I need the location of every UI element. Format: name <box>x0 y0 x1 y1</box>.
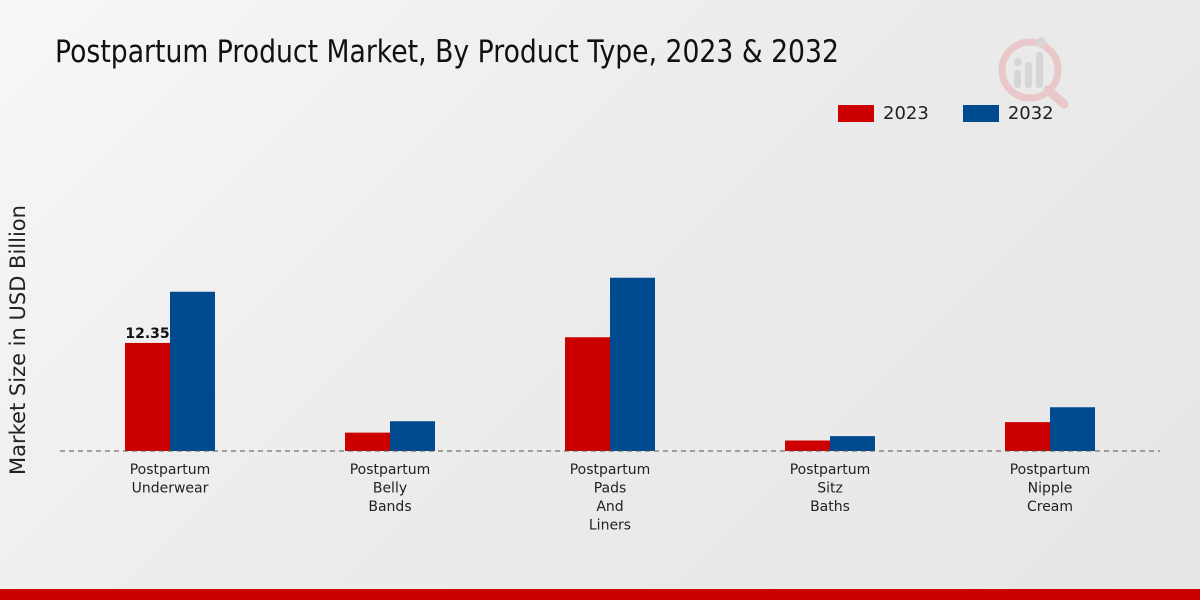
bar-2032-1[interactable] <box>390 421 435 451</box>
brand-logo-icon <box>998 37 1069 109</box>
bar-2032-3[interactable] <box>830 436 875 451</box>
legend-label-2023: 2023 <box>883 103 929 124</box>
legend-swatch-2032 <box>962 105 999 122</box>
legend-swatch-2023 <box>838 105 874 122</box>
x-tick-label-4: Postpartum Nipple Cream <box>1010 462 1091 515</box>
data-label-0: 12.35 <box>125 326 169 342</box>
x-tick-label-2: Postpartum Pads And Liners <box>570 462 651 534</box>
bar-2023-0[interactable] <box>125 342 170 451</box>
bar-2032-4[interactable] <box>1050 407 1095 451</box>
bar-2023-3[interactable] <box>785 440 830 452</box>
bar-2023-2[interactable] <box>565 337 610 451</box>
legend-label-2032: 2032 <box>1007 103 1054 124</box>
bar-2023-4[interactable] <box>1005 422 1050 451</box>
x-tick-label-1: Postpartum Belly Bands <box>350 462 431 515</box>
x-tick-label-3: Postpartum Sitz Baths <box>790 462 871 515</box>
bar-2032-2[interactable] <box>610 277 655 451</box>
legend: 2023 2032 <box>838 103 1088 124</box>
footer-bar <box>0 589 1200 600</box>
chart-title: Postpartum Product Market, By Product Ty… <box>55 34 839 70</box>
bar-2023-1[interactable] <box>345 432 390 451</box>
legend-item-2032[interactable]: 2032 <box>962 103 1054 124</box>
bar-2032-0[interactable] <box>170 291 215 451</box>
x-tick-label-0: Postpartum Underwear <box>130 462 211 497</box>
legend-item-2023[interactable]: 2023 <box>838 103 929 124</box>
